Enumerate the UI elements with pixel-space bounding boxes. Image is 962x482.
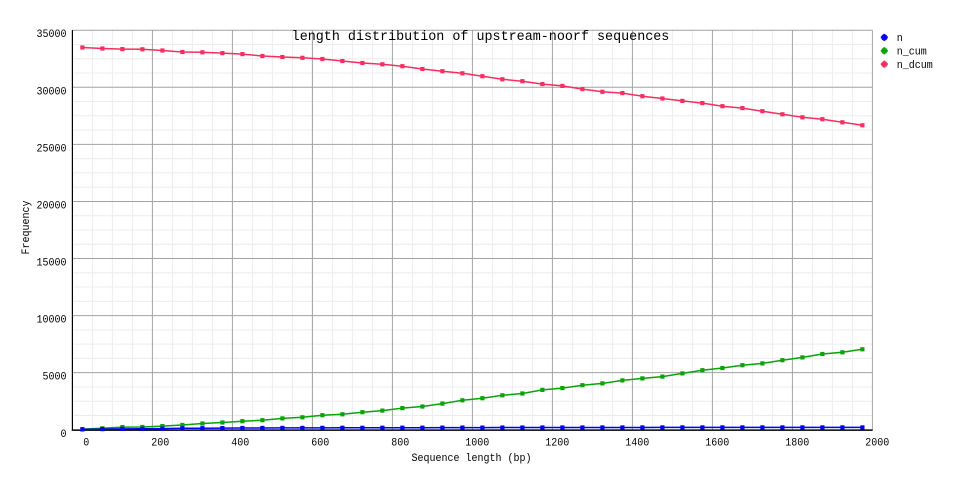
svg-text:5000: 5000 [43, 371, 67, 384]
svg-text:1200: 1200 [545, 437, 569, 450]
svg-text:n_cum: n_cum [897, 46, 927, 59]
svg-text:1600: 1600 [705, 437, 729, 450]
svg-text:400: 400 [231, 437, 249, 450]
svg-text:length distribution of upstrea: length distribution of upstream-noorf se… [292, 30, 670, 45]
svg-text:35000: 35000 [37, 29, 67, 42]
svg-text:n: n [897, 33, 903, 46]
svg-text:600: 600 [311, 437, 329, 450]
svg-text:800: 800 [391, 437, 409, 450]
svg-text:0: 0 [83, 437, 89, 450]
svg-text:25000: 25000 [37, 143, 67, 156]
svg-text:n_dcum: n_dcum [897, 60, 933, 73]
svg-text:15000: 15000 [37, 257, 67, 270]
svg-text:1000: 1000 [465, 437, 489, 450]
svg-text:10000: 10000 [37, 314, 67, 327]
svg-text:200: 200 [151, 437, 169, 450]
svg-text:1400: 1400 [625, 437, 649, 450]
svg-text:Frequency: Frequency [20, 200, 33, 254]
svg-text:2000: 2000 [865, 437, 889, 450]
svg-text:30000: 30000 [37, 86, 67, 99]
svg-text:1800: 1800 [785, 437, 809, 450]
svg-text:Sequence length (bp): Sequence length (bp) [412, 453, 532, 466]
svg-text:20000: 20000 [37, 200, 67, 213]
svg-text:0: 0 [60, 428, 66, 441]
